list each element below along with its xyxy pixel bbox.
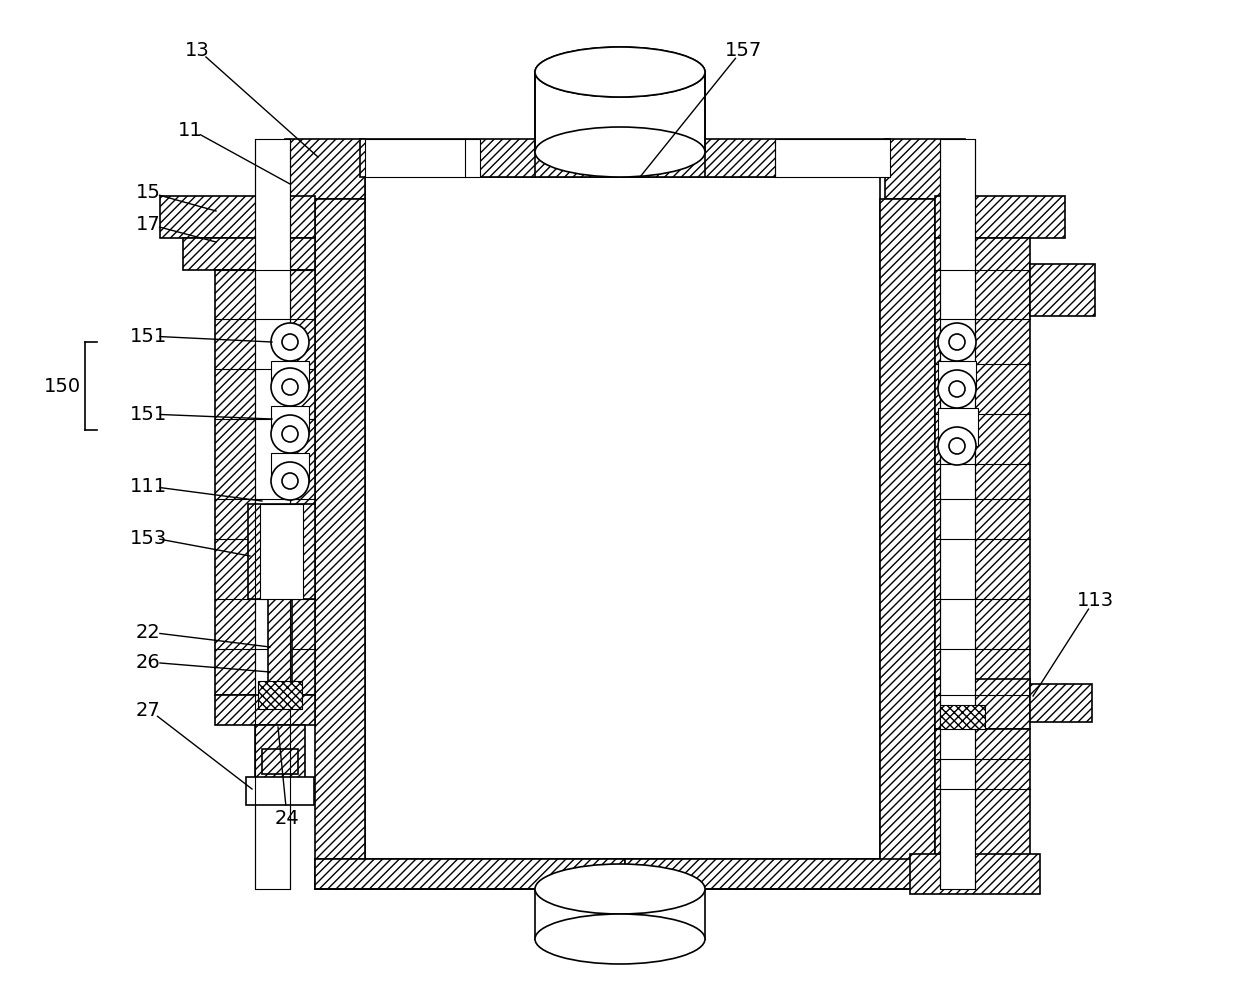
Bar — [258, 681, 303, 709]
Bar — [940, 140, 975, 889]
Bar — [262, 749, 298, 774]
Text: 157: 157 — [724, 40, 761, 59]
Ellipse shape — [534, 914, 706, 964]
Bar — [937, 408, 978, 447]
Bar — [315, 859, 935, 889]
Ellipse shape — [534, 48, 706, 98]
Bar — [880, 200, 935, 864]
Bar — [315, 859, 625, 889]
Bar — [365, 140, 480, 177]
Text: 22: 22 — [135, 623, 160, 642]
Circle shape — [272, 369, 309, 406]
Bar — [534, 73, 706, 153]
Circle shape — [272, 462, 309, 501]
Circle shape — [281, 427, 298, 443]
Bar — [246, 777, 314, 806]
Text: 24: 24 — [274, 808, 299, 826]
Bar — [272, 406, 309, 435]
Text: 11: 11 — [177, 120, 202, 139]
Bar — [365, 177, 880, 859]
Text: 113: 113 — [1076, 590, 1114, 609]
Bar — [255, 726, 305, 785]
Bar — [215, 695, 315, 726]
Bar — [935, 197, 1065, 239]
Bar — [260, 505, 303, 599]
Text: 153: 153 — [129, 528, 166, 547]
Text: 151: 151 — [129, 405, 166, 424]
Text: 27: 27 — [135, 700, 160, 719]
Bar — [215, 271, 315, 695]
Ellipse shape — [534, 48, 706, 98]
Bar — [625, 859, 935, 889]
Bar — [272, 454, 309, 481]
Bar — [885, 140, 965, 200]
Text: 26: 26 — [135, 653, 160, 671]
Bar — [775, 140, 890, 177]
Circle shape — [281, 473, 298, 489]
Ellipse shape — [534, 864, 706, 914]
Bar — [360, 140, 890, 177]
Bar — [534, 889, 706, 939]
Circle shape — [949, 382, 965, 397]
Text: 150: 150 — [43, 377, 81, 396]
Circle shape — [281, 380, 298, 395]
Bar — [248, 505, 315, 599]
Bar — [285, 140, 365, 200]
Bar — [160, 197, 315, 239]
Bar — [1030, 264, 1095, 317]
Bar — [935, 679, 1030, 730]
Circle shape — [937, 428, 976, 465]
Text: 111: 111 — [129, 477, 166, 496]
Text: 13: 13 — [185, 40, 210, 59]
Circle shape — [937, 371, 976, 408]
Bar — [315, 200, 365, 859]
Bar — [935, 730, 1030, 859]
Bar — [268, 599, 291, 709]
Ellipse shape — [534, 128, 706, 177]
Bar — [272, 362, 309, 387]
Circle shape — [949, 334, 965, 351]
Bar — [910, 854, 1040, 894]
Circle shape — [272, 323, 309, 362]
Text: 151: 151 — [129, 327, 166, 346]
Circle shape — [281, 334, 298, 351]
Text: 15: 15 — [135, 183, 160, 202]
Bar — [255, 140, 290, 889]
Bar — [1030, 684, 1092, 723]
Circle shape — [949, 439, 965, 455]
Bar — [940, 705, 985, 730]
Circle shape — [937, 323, 976, 362]
Text: 17: 17 — [135, 215, 160, 235]
Bar — [935, 239, 1030, 695]
Bar — [937, 362, 976, 389]
Circle shape — [272, 415, 309, 454]
Bar — [184, 239, 315, 271]
